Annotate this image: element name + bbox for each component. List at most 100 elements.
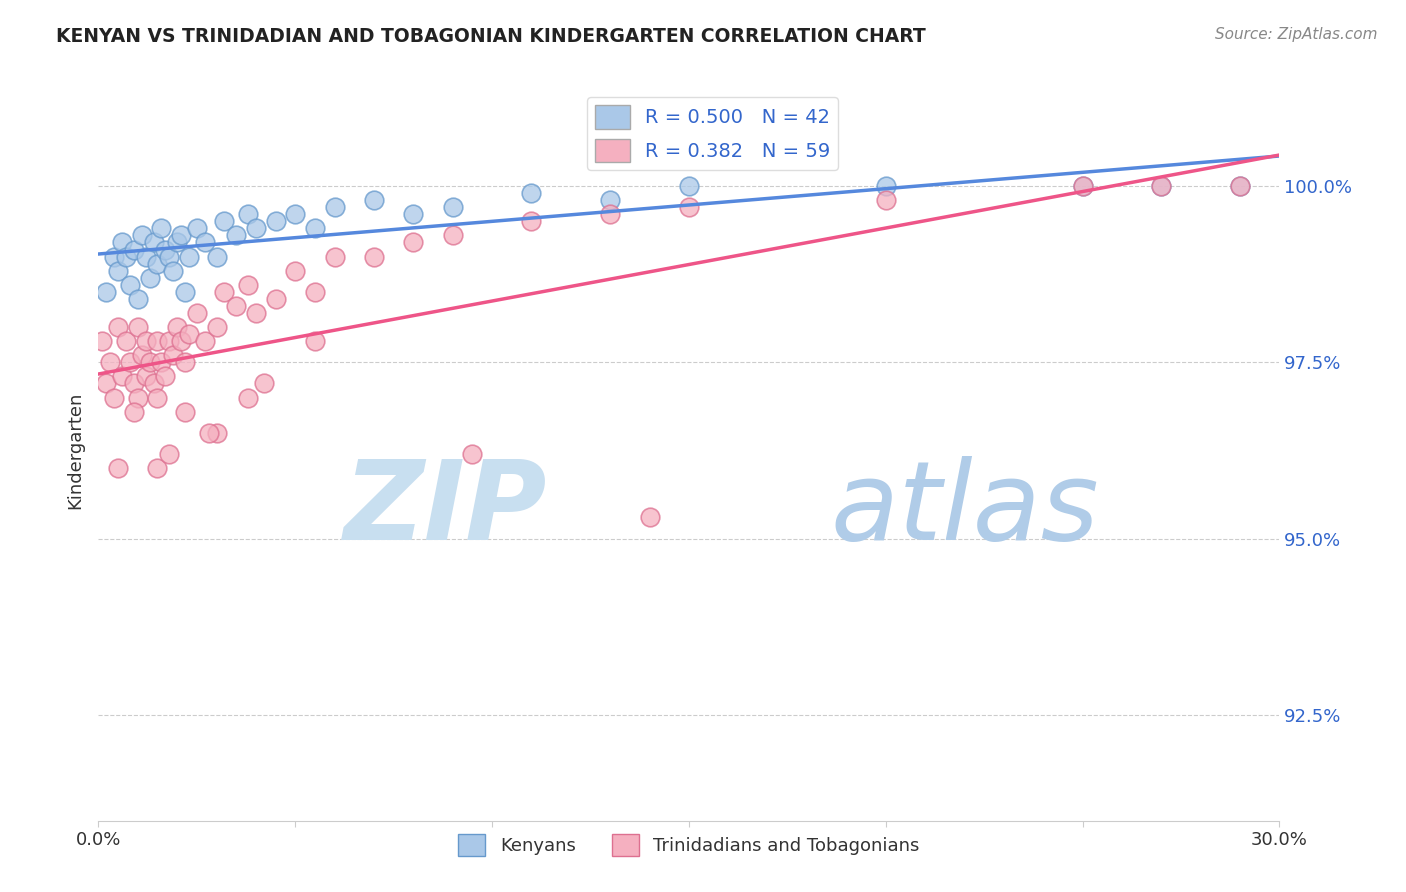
Point [111, 369, 134, 384]
Point [402, 207, 425, 221]
Point [363, 250, 385, 264]
Point [638, 510, 661, 524]
Point [284, 263, 307, 277]
Point [138, 355, 160, 369]
Text: atlas: atlas [831, 456, 1099, 563]
Point [170, 334, 193, 348]
Point [177, 327, 200, 342]
Point [197, 425, 219, 440]
Point [1150, 179, 1173, 194]
Point [111, 235, 134, 250]
Point [174, 405, 197, 419]
Point [205, 250, 228, 264]
Point [284, 207, 307, 221]
Legend: Kenyans, Trinidadians and Tobagonians: Kenyans, Trinidadians and Tobagonians [451, 827, 927, 863]
Point [142, 376, 165, 391]
Point [122, 405, 145, 419]
Point [1150, 179, 1173, 194]
Point [146, 391, 169, 405]
Point [96, 285, 118, 299]
Point [135, 250, 157, 264]
Point [146, 334, 169, 348]
Point [142, 235, 165, 250]
Point [304, 221, 326, 235]
Point [131, 348, 153, 362]
Point [157, 250, 180, 264]
Point [264, 292, 287, 306]
Point [157, 334, 180, 348]
Point [107, 263, 129, 277]
Point [107, 320, 129, 334]
Point [138, 270, 160, 285]
Point [599, 193, 621, 207]
Text: KENYAN VS TRINIDADIAN AND TOBAGONIAN KINDERGARTEN CORRELATION CHART: KENYAN VS TRINIDADIAN AND TOBAGONIAN KIN… [56, 27, 927, 45]
Point [131, 228, 153, 243]
Point [678, 179, 700, 194]
Point [253, 376, 276, 391]
Point [236, 391, 259, 405]
Point [118, 355, 141, 369]
Point [599, 207, 621, 221]
Point [205, 425, 228, 440]
Point [177, 250, 200, 264]
Point [205, 320, 228, 334]
Point [323, 200, 346, 214]
Point [323, 250, 346, 264]
Point [122, 376, 145, 391]
Point [214, 285, 236, 299]
Point [520, 214, 543, 228]
Point [1071, 179, 1094, 194]
Point [194, 235, 217, 250]
Point [225, 299, 247, 313]
Point [236, 277, 259, 292]
Point [236, 207, 259, 221]
Point [166, 235, 188, 250]
Point [150, 221, 173, 235]
Point [875, 193, 897, 207]
Point [155, 243, 177, 257]
Point [194, 334, 217, 348]
Point [135, 334, 157, 348]
Point [245, 306, 267, 320]
Point [157, 447, 180, 461]
Text: ZIP: ZIP [343, 456, 547, 563]
Point [103, 250, 125, 264]
Point [363, 193, 385, 207]
Point [441, 200, 464, 214]
Point [245, 221, 267, 235]
Point [186, 221, 208, 235]
Text: Source: ZipAtlas.com: Source: ZipAtlas.com [1215, 27, 1378, 42]
Point [1071, 179, 1094, 194]
Point [170, 228, 193, 243]
Point [304, 285, 326, 299]
Point [214, 214, 236, 228]
Point [166, 320, 188, 334]
Point [174, 285, 197, 299]
Point [103, 391, 125, 405]
Point [162, 348, 184, 362]
Point [107, 461, 129, 475]
Point [174, 355, 197, 369]
Point [186, 306, 208, 320]
Point [150, 355, 173, 369]
Point [304, 334, 326, 348]
Point [264, 214, 287, 228]
Point [115, 250, 138, 264]
Point [118, 277, 141, 292]
Point [875, 179, 897, 194]
Point [91, 334, 114, 348]
Point [135, 369, 157, 384]
Y-axis label: Kindergarten: Kindergarten [66, 392, 84, 509]
Point [402, 235, 425, 250]
Point [1229, 179, 1251, 194]
Point [146, 461, 169, 475]
Point [441, 228, 464, 243]
Point [678, 200, 700, 214]
Point [96, 376, 118, 391]
Point [115, 334, 138, 348]
Point [98, 355, 121, 369]
Point [520, 186, 543, 200]
Point [162, 263, 184, 277]
Point [461, 447, 484, 461]
Point [225, 228, 247, 243]
